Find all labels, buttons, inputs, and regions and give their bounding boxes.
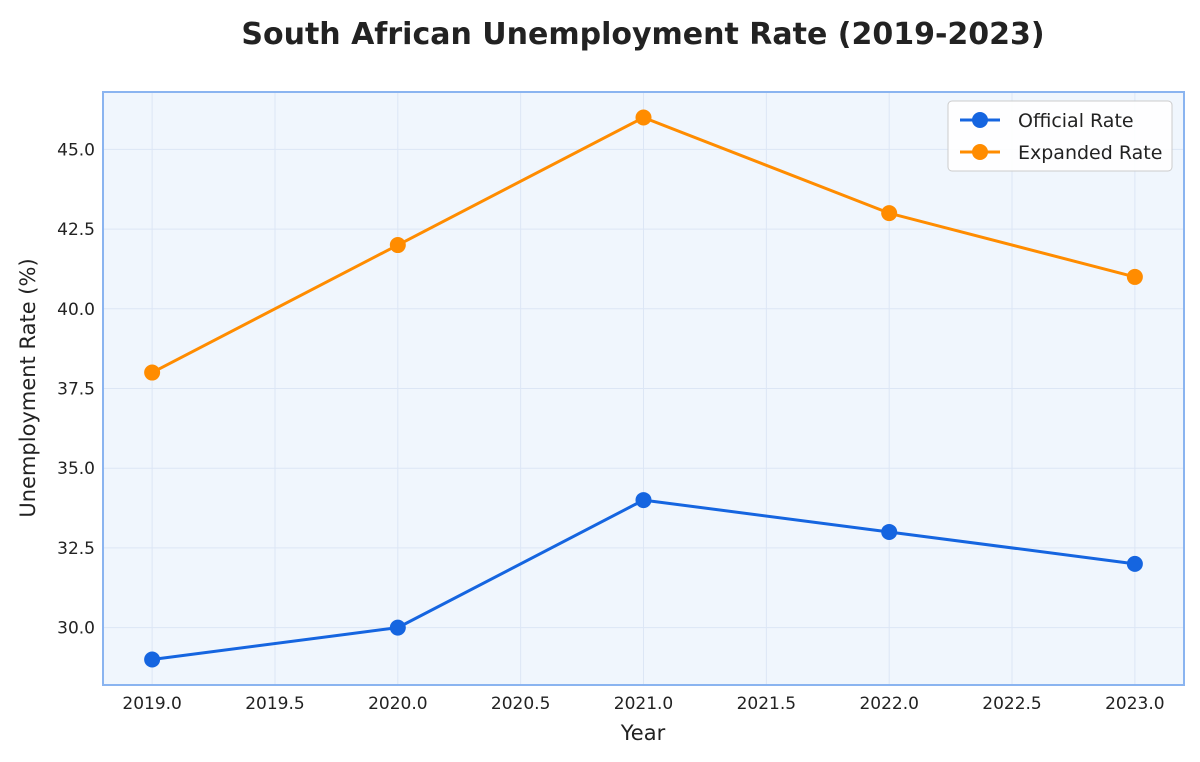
legend-box [947,100,1173,172]
official-rate-point [389,619,406,636]
x-tick-label: 2022.5 [982,694,1041,714]
y-tick-label: 32.5 [57,539,95,559]
y-axis-ticks: 30.0 32.5 35.0 37.5 40.0 42.5 45.0 [57,140,95,638]
expanded-rate-point [389,237,406,254]
legend-label-expanded-rate: Expanded Rate [1018,142,1162,164]
official-rate-point [881,523,898,540]
legend-label-official-rate: Official Rate [1018,110,1134,132]
official-rate-point [144,651,161,668]
x-axis-label: Year [620,721,666,745]
x-tick-label: 2020.0 [368,694,427,714]
official-rate-point [635,492,652,509]
x-tick-label: 2019.5 [245,694,304,714]
plot-border [102,91,1185,686]
x-tick-label: 2021.0 [614,694,673,714]
expanded-rate-legend-marker [972,144,988,160]
official-rate-point [1126,555,1143,572]
expanded-rate-point [144,364,161,381]
x-tick-label: 2020.5 [491,694,550,714]
x-tick-label: 2023.0 [1105,694,1164,714]
chart-title: South African Unemployment Rate (2019-20… [241,17,1044,52]
y-tick-label: 30.0 [57,619,95,639]
y-tick-label: 37.5 [57,380,95,400]
y-tick-label: 40.0 [57,300,95,320]
y-tick-label: 45.0 [57,140,95,160]
expanded-rate-point [1126,268,1143,285]
x-tick-label: 2022.0 [859,694,918,714]
legend: Official Rate Expanded Rate [947,100,1173,172]
expanded-rate-point [635,109,652,126]
x-tick-label: 2021.5 [737,694,796,714]
x-axis-ticks: 2019.0 2019.5 2020.0 2020.5 2021.0 2021.5 2022… [122,694,1164,714]
official-rate-legend-marker [972,112,988,128]
y-tick-label: 35.0 [57,459,95,479]
x-tick-label: 2019.0 [122,694,181,714]
expanded-rate-point [881,205,898,222]
series-layer [144,109,1143,668]
y-axis-label: Unemployment Rate (%) [16,258,40,517]
y-tick-label: 42.5 [57,220,95,240]
